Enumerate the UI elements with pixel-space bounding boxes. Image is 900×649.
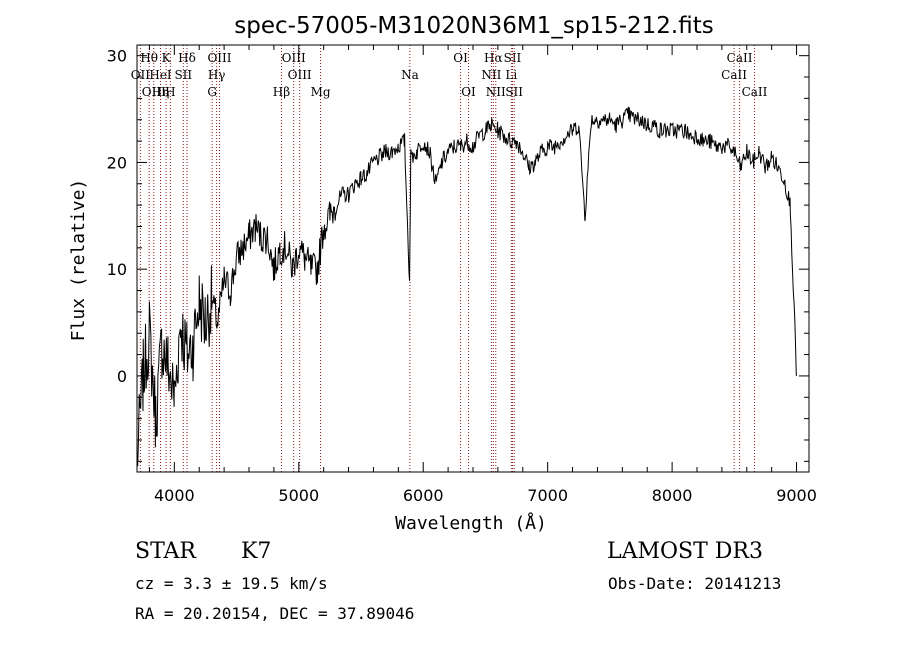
- line-marker-label: Hα: [484, 51, 503, 65]
- line-marker-label: Li: [505, 68, 517, 82]
- line-marker-label: Hδ: [178, 51, 196, 65]
- line-marker-label: OIII: [288, 68, 312, 82]
- coordinates: RA = 20.20154, DEC = 37.89046: [135, 604, 415, 623]
- redshift-value: cz = 3.3 ± 19.5 km/s: [135, 574, 328, 593]
- y-axis-ticks: 0 10 20 30: [107, 47, 809, 462]
- x-axis-ticks: 4000 5000 6000 7000 8000 9000: [148, 45, 817, 505]
- line-marker-label: G: [207, 85, 217, 99]
- x-tick-label: 8000: [652, 486, 693, 505]
- line-marker-label: OII: [131, 68, 151, 82]
- object-class: STAR: [135, 539, 196, 564]
- x-tick-label: 7000: [527, 486, 568, 505]
- x-tick-label: 5000: [278, 486, 319, 505]
- obs-date: Obs-Date: 20141213: [608, 574, 782, 593]
- line-marker-label: Mg: [311, 85, 331, 99]
- line-marker-label: Na: [401, 68, 419, 82]
- line-marker-label: OI: [453, 51, 468, 65]
- line-marker-label: NII: [481, 68, 501, 82]
- plot-frame: [136, 44, 810, 473]
- line-marker-label: OI: [461, 85, 476, 99]
- line-marker-label: SII: [504, 51, 522, 65]
- spectrum-layer: [136, 106, 798, 467]
- x-axis-label: Wavelength (Å): [395, 512, 547, 534]
- line-marker-label: Hβ: [273, 85, 290, 99]
- spectral-subclass: K7: [241, 539, 272, 564]
- line-marker-label: H: [165, 85, 175, 99]
- y-axis-label: Flux (relative): [68, 179, 89, 342]
- y-tick-label: 0: [117, 367, 127, 386]
- y-tick-label: 30: [107, 47, 127, 66]
- spectrum-line: [136, 106, 798, 467]
- y-tick-label: 10: [107, 260, 127, 279]
- line-marker-label: CaII: [721, 68, 747, 82]
- survey-name: LAMOST DR3: [607, 539, 763, 564]
- line-marker-label: NII: [486, 85, 506, 99]
- line-marker-label: OIII: [207, 51, 231, 65]
- x-tick-label: 4000: [154, 486, 195, 505]
- x-tick-label: 9000: [776, 486, 817, 505]
- line-marker-label: OIII: [282, 51, 306, 65]
- line-marker-label: K: [162, 51, 172, 65]
- line-marker-label: OIII: [142, 85, 166, 99]
- y-tick-label: 20: [107, 153, 127, 172]
- line-marker-label: Hγ: [208, 68, 226, 82]
- line-marker-label: CaII: [727, 51, 753, 65]
- line-marker-label: CaII: [742, 85, 768, 99]
- x-tick-label: 6000: [403, 486, 444, 505]
- line-marker-label: Hθ: [140, 51, 158, 65]
- line-marker-label: Hη: [152, 85, 170, 99]
- chart-title: spec-57005-M31020N36M1_sp15-212.fits: [234, 13, 713, 39]
- line-marker-label: SII: [505, 85, 523, 99]
- line-marker-label: SII: [174, 68, 192, 82]
